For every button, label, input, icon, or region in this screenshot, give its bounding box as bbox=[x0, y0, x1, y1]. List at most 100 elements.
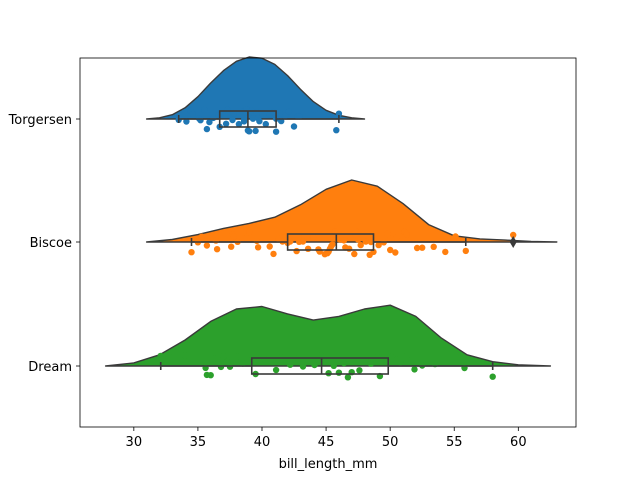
series-biscoe bbox=[145, 179, 558, 258]
data-point-dream bbox=[207, 372, 214, 379]
x-tick-label: 30 bbox=[126, 435, 143, 450]
data-point-dream bbox=[287, 361, 294, 368]
data-point-torgersen bbox=[240, 116, 248, 123]
x-tick-label: 35 bbox=[190, 435, 207, 450]
data-point-torgersen bbox=[249, 115, 257, 122]
data-point-biscoe bbox=[270, 250, 277, 258]
data-point-dream bbox=[211, 355, 218, 362]
data-point-biscoe bbox=[310, 234, 317, 241]
data-point-torgersen bbox=[222, 120, 230, 128]
data-point-dream bbox=[181, 352, 189, 359]
data-point-dream bbox=[362, 358, 369, 365]
data-point-biscoe bbox=[362, 238, 369, 245]
data-point-dream bbox=[388, 353, 395, 360]
data-point-torgersen bbox=[296, 113, 303, 120]
box-iqr bbox=[250, 357, 390, 375]
data-point-torgersen bbox=[197, 117, 204, 124]
data-point-dream bbox=[278, 353, 285, 361]
data-point-biscoe bbox=[430, 243, 437, 250]
data-point-biscoe bbox=[329, 241, 336, 248]
y-tick-label: Biscoe bbox=[30, 236, 72, 251]
density-cloud-biscoe bbox=[145, 179, 558, 243]
data-point-dream bbox=[224, 358, 231, 365]
data-point-biscoe bbox=[363, 229, 371, 237]
data-point-torgersen bbox=[215, 111, 222, 119]
data-point-biscoe bbox=[403, 231, 410, 238]
data-point-dream bbox=[234, 353, 241, 360]
data-point-biscoe bbox=[384, 230, 391, 238]
data-point-biscoe bbox=[230, 233, 237, 240]
x-tick-label: 60 bbox=[510, 435, 527, 450]
data-point-torgersen bbox=[252, 127, 259, 135]
x-axis: 30 35 40 45 50 55 60 bbox=[126, 427, 527, 450]
data-point-torgersen bbox=[290, 123, 298, 130]
data-point-biscoe bbox=[246, 228, 253, 236]
series-torgersen bbox=[145, 56, 366, 135]
data-point-torgersen bbox=[335, 110, 343, 117]
data-point-biscoe bbox=[203, 242, 211, 249]
data-point-torgersen bbox=[206, 118, 213, 126]
data-point-torgersen bbox=[285, 108, 293, 115]
data-point-biscoe bbox=[393, 234, 400, 241]
density-cloud-dream bbox=[104, 304, 552, 367]
y-axis: Torgersen Biscoe Dream bbox=[8, 113, 80, 375]
data-point-biscoe bbox=[357, 241, 364, 249]
data-point-biscoe bbox=[304, 245, 312, 252]
data-point-torgersen bbox=[183, 118, 190, 125]
data-point-biscoe bbox=[452, 233, 459, 240]
data-point-dream bbox=[311, 361, 318, 369]
data-point-dream bbox=[217, 363, 225, 371]
data-point-dream bbox=[317, 352, 325, 359]
outlier-marker bbox=[509, 236, 517, 248]
plot-area bbox=[104, 56, 558, 381]
data-point-dream bbox=[356, 367, 363, 374]
data-point-biscoe bbox=[266, 243, 273, 250]
data-point-biscoe bbox=[198, 233, 205, 240]
x-tick-label: 55 bbox=[446, 435, 463, 450]
data-point-dream bbox=[489, 373, 496, 380]
y-tick-label: Torgersen bbox=[8, 113, 72, 128]
data-point-torgersen bbox=[276, 110, 284, 117]
data-point-biscoe bbox=[345, 245, 353, 252]
data-point-torgersen bbox=[281, 112, 289, 120]
data-point-torgersen bbox=[230, 110, 237, 117]
data-point-biscoe bbox=[351, 250, 358, 258]
data-point-torgersen bbox=[229, 116, 236, 124]
data-point-biscoe bbox=[293, 247, 300, 255]
y-tick-label: Dream bbox=[28, 360, 72, 375]
data-point-dream bbox=[397, 359, 404, 366]
data-point-biscoe bbox=[212, 237, 220, 244]
data-point-dream bbox=[157, 352, 164, 360]
x-axis-label: bill_length_mm bbox=[279, 457, 378, 472]
data-point-dream bbox=[269, 351, 276, 359]
x-tick-label: 40 bbox=[254, 435, 271, 450]
data-point-dream bbox=[367, 360, 375, 367]
data-point-dream bbox=[170, 353, 177, 361]
data-point-torgersen bbox=[262, 120, 269, 128]
data-point-dream bbox=[220, 353, 227, 360]
data-point-dream bbox=[344, 374, 352, 381]
data-point-biscoe bbox=[347, 234, 354, 241]
data-point-biscoe bbox=[387, 246, 394, 254]
data-point-torgersen bbox=[272, 128, 280, 135]
data-point-biscoe bbox=[254, 244, 262, 251]
data-point-biscoe bbox=[188, 249, 195, 256]
data-point-biscoe bbox=[253, 237, 261, 245]
data-point-torgersen bbox=[224, 106, 231, 114]
x-tick-label: 50 bbox=[382, 435, 399, 450]
data-point-biscoe bbox=[367, 238, 375, 246]
data-point-dream bbox=[299, 363, 307, 370]
data-point-dream bbox=[411, 366, 418, 373]
data-point-dream bbox=[340, 359, 348, 367]
data-point-biscoe bbox=[392, 249, 399, 256]
series-dream bbox=[104, 304, 552, 381]
data-point-biscoe bbox=[340, 237, 348, 244]
data-point-dream bbox=[261, 355, 268, 363]
data-point-biscoe bbox=[354, 236, 362, 243]
data-point-dream bbox=[374, 353, 381, 361]
data-point-torgersen bbox=[256, 118, 263, 125]
box-iqr bbox=[286, 233, 375, 251]
data-point-biscoe bbox=[287, 238, 294, 245]
data-point-biscoe bbox=[413, 244, 421, 252]
